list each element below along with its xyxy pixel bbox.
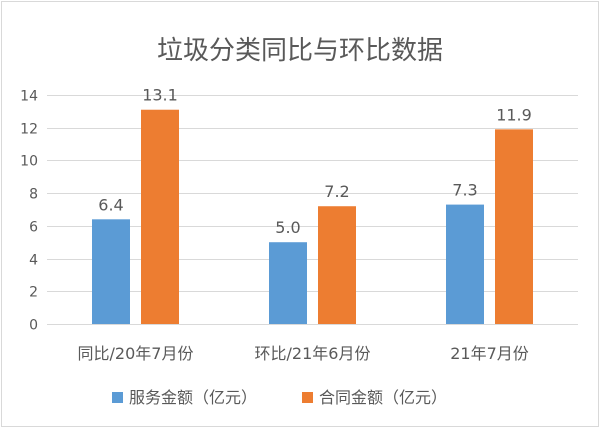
bars: 6.4 13.1 5.0 7.2 7.3 11.9 bbox=[92, 86, 533, 324]
bar-service bbox=[269, 242, 307, 324]
data-label: 13.1 bbox=[142, 86, 178, 105]
x-tick-label: 21年7月份 bbox=[450, 344, 529, 363]
y-tick-label: 10 bbox=[20, 154, 38, 170]
legend-swatch bbox=[302, 392, 313, 403]
data-label: 7.3 bbox=[452, 181, 477, 200]
data-label: 5.0 bbox=[275, 218, 300, 237]
y-tick-label: 0 bbox=[29, 318, 38, 334]
y-tick-label: 6 bbox=[29, 220, 38, 236]
legend-swatch bbox=[112, 392, 123, 403]
bar-service bbox=[92, 219, 130, 324]
y-tick-label: 2 bbox=[29, 285, 38, 301]
bar-contract bbox=[318, 206, 356, 324]
y-axis-ticks: 0 2 4 6 8 10 12 14 bbox=[20, 89, 38, 334]
legend-label: 服务金额（亿元） bbox=[129, 388, 257, 407]
data-label: 7.2 bbox=[324, 182, 349, 201]
x-axis-ticks: 同比/20年7月份 环比/21年6月份 21年7月份 bbox=[78, 344, 529, 363]
chart-title: 垃圾分类同比与环比数据 bbox=[157, 36, 443, 66]
legend: 服务金额（亿元） 合同金额（亿元） bbox=[112, 388, 447, 407]
y-tick-label: 12 bbox=[20, 122, 38, 138]
grid-lines bbox=[47, 95, 578, 325]
bar-contract bbox=[141, 109, 179, 324]
x-tick-label: 同比/20年7月份 bbox=[78, 344, 194, 363]
data-label: 6.4 bbox=[98, 195, 123, 214]
y-tick-label: 8 bbox=[29, 187, 38, 203]
bar-contract bbox=[495, 129, 533, 324]
bar-service bbox=[446, 204, 484, 324]
x-tick-label: 环比/21年6月份 bbox=[255, 344, 371, 363]
data-label: 11.9 bbox=[496, 105, 532, 124]
legend-label: 合同金额（亿元） bbox=[319, 388, 447, 407]
y-tick-label: 4 bbox=[29, 253, 38, 269]
y-tick-label: 14 bbox=[20, 89, 38, 105]
